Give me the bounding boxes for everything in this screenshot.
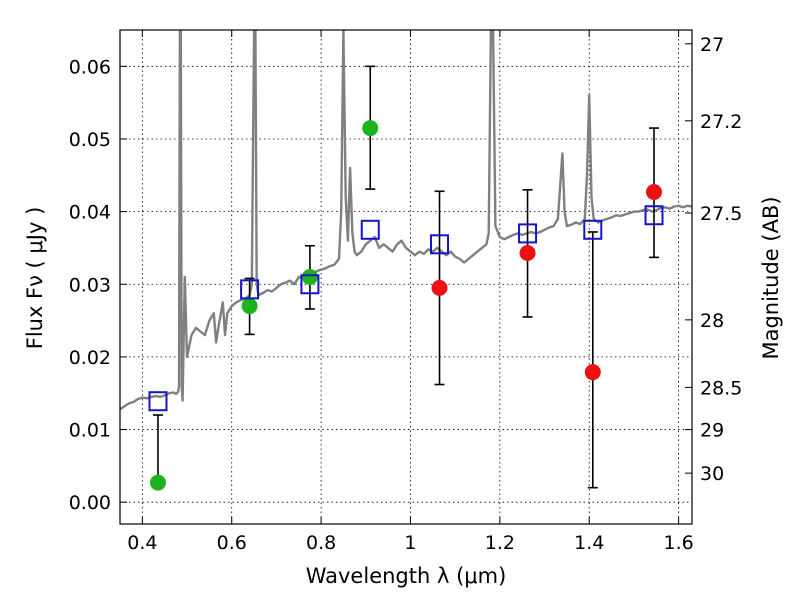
model-band-square [360,219,380,240]
x-tick-label: 1.6 [663,532,693,554]
x-tick-label: 1.2 [485,532,515,554]
y-tick-label: 0.05 [69,129,111,151]
red-point [584,364,601,381]
y-tick-label: 0.02 [69,347,111,369]
right-tick-label: 29 [700,420,724,442]
x-axis-label: Wavelength λ (μm) [306,564,507,588]
model-band-square [644,205,664,226]
y-tick-label: 0.06 [69,56,111,78]
x-tick-label: 1.4 [574,532,604,554]
x-tick-label: 1 [404,532,416,554]
green-point [241,298,258,315]
y-tick-label: 0.01 [69,420,111,442]
model-band-square [583,219,603,240]
right-tick-label: 27.5 [700,203,742,225]
model-band-square [518,223,538,244]
right-tick-label: 27 [700,34,724,56]
model-spectrum [120,30,692,411]
green-point [301,269,318,285]
y-tick-label: 0.03 [69,274,111,296]
model-band-square [430,234,450,255]
right-tick-label: 30 [700,463,724,485]
y-tick-label: 0.00 [69,492,111,514]
right-tick-label: 27.2 [700,111,742,133]
x-tick-label: 0.8 [306,532,336,554]
green-point [149,474,166,491]
model-spectrum-line [120,30,692,411]
red-point [646,184,663,201]
plot-frame [119,29,693,525]
red-point [431,279,448,296]
x-tick-label: 0.4 [127,532,157,554]
model-band-square [148,391,168,412]
error-bars [152,65,660,489]
grid-lines [120,30,692,524]
right-tick-label: 28.5 [700,377,742,399]
y-axis-label: Flux Fν ( μJy ) [23,207,47,350]
data-markers [148,120,664,491]
model-band-square [300,274,320,295]
green-point [362,120,379,137]
axis-ticks: 0.4 0.6 0.8 1 1.2 1.4 1.6 0.00 0.01 0.02 0.03 0.04 0… [69,30,742,554]
right-tick-label: 28 [700,310,724,332]
y-tick-label: 0.04 [69,202,111,224]
red-point [519,245,536,262]
x-tick-label: 0.6 [217,532,247,554]
model-band-square [240,279,260,300]
right-axis-label: Magnitude (AB) [759,196,783,359]
